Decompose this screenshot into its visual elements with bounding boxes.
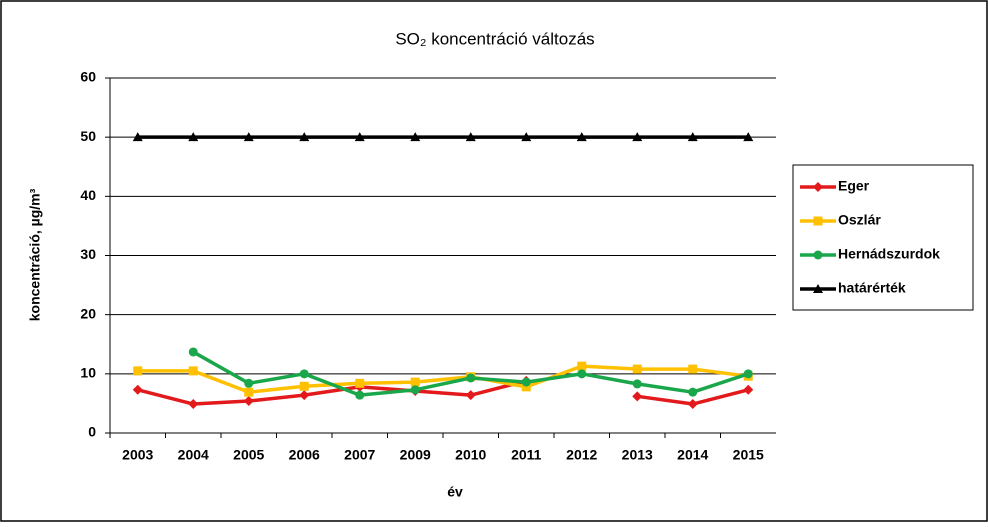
data-point [632,391,643,402]
data-point [244,378,254,388]
data-point [299,381,309,391]
data-point [521,132,532,142]
data-point [410,385,420,395]
data-point [632,364,642,374]
x-tick-label: 2011 [511,447,542,463]
data-point [632,132,643,142]
series-line [137,379,527,406]
data-point [743,132,754,142]
data-point [688,387,698,397]
y-tick-label: 60 [80,69,96,85]
data-point [188,132,199,142]
data-point [632,379,642,389]
data-point [576,132,587,142]
data-point [188,399,199,410]
y-tick-label: 0 [88,424,96,440]
x-tick-label: 2010 [455,447,486,463]
x-tick-label: 2006 [289,447,320,463]
legend-marker [813,182,823,192]
data-point [299,390,310,401]
x-tick-label: 2009 [400,447,431,463]
data-point [743,384,754,395]
data-point [132,132,143,142]
legend-label: határérték [838,280,906,296]
data-point [466,373,476,383]
legend-marker [813,284,823,293]
legend-box [792,164,974,311]
data-point [687,399,698,410]
x-tick-label: 2004 [178,447,209,463]
data-point [521,377,531,387]
data-point [243,396,254,407]
data-point [465,132,476,142]
data-point [410,377,420,387]
legend-label: Oszlár [838,212,881,228]
data-point [244,387,254,397]
legend-label: Eger [838,178,870,194]
x-tick-label: 2007 [344,447,375,463]
y-tick-label: 40 [80,187,96,203]
data-point [355,378,365,388]
data-point [577,369,587,379]
x-tick-label: 2003 [122,447,153,463]
data-point [354,132,365,142]
x-tick-label: 2012 [566,447,597,463]
x-tick-label: 2015 [733,447,764,463]
legend-label: Hernádszurdok [838,246,940,262]
y-axis-label: koncentráció, µg/m³ [27,188,43,321]
chart-title: SO₂ koncentráció változás [395,29,594,48]
legend-marker [813,216,823,226]
data-point [243,132,254,142]
data-point [577,361,587,371]
data-point [188,366,198,376]
data-point [299,369,309,379]
y-tick-label: 10 [80,365,96,381]
data-point [299,132,310,142]
data-point [188,347,198,357]
y-tick-label: 30 [80,246,96,262]
data-point [687,132,698,142]
x-axis-label: év [447,484,463,500]
data-point [410,132,421,142]
y-tick-label: 50 [80,128,96,144]
series-line [137,364,749,394]
x-tick-label: 2005 [233,447,264,463]
data-point [521,382,531,392]
data-point [132,384,143,395]
legend-marker [813,250,823,260]
x-tick-label: 2013 [622,447,653,463]
data-point [355,390,365,400]
data-point [743,369,753,379]
data-point [133,366,143,376]
y-tick-label: 20 [80,305,96,321]
x-tick-label: 2014 [677,447,708,463]
data-point [465,390,476,401]
data-point [688,364,698,374]
